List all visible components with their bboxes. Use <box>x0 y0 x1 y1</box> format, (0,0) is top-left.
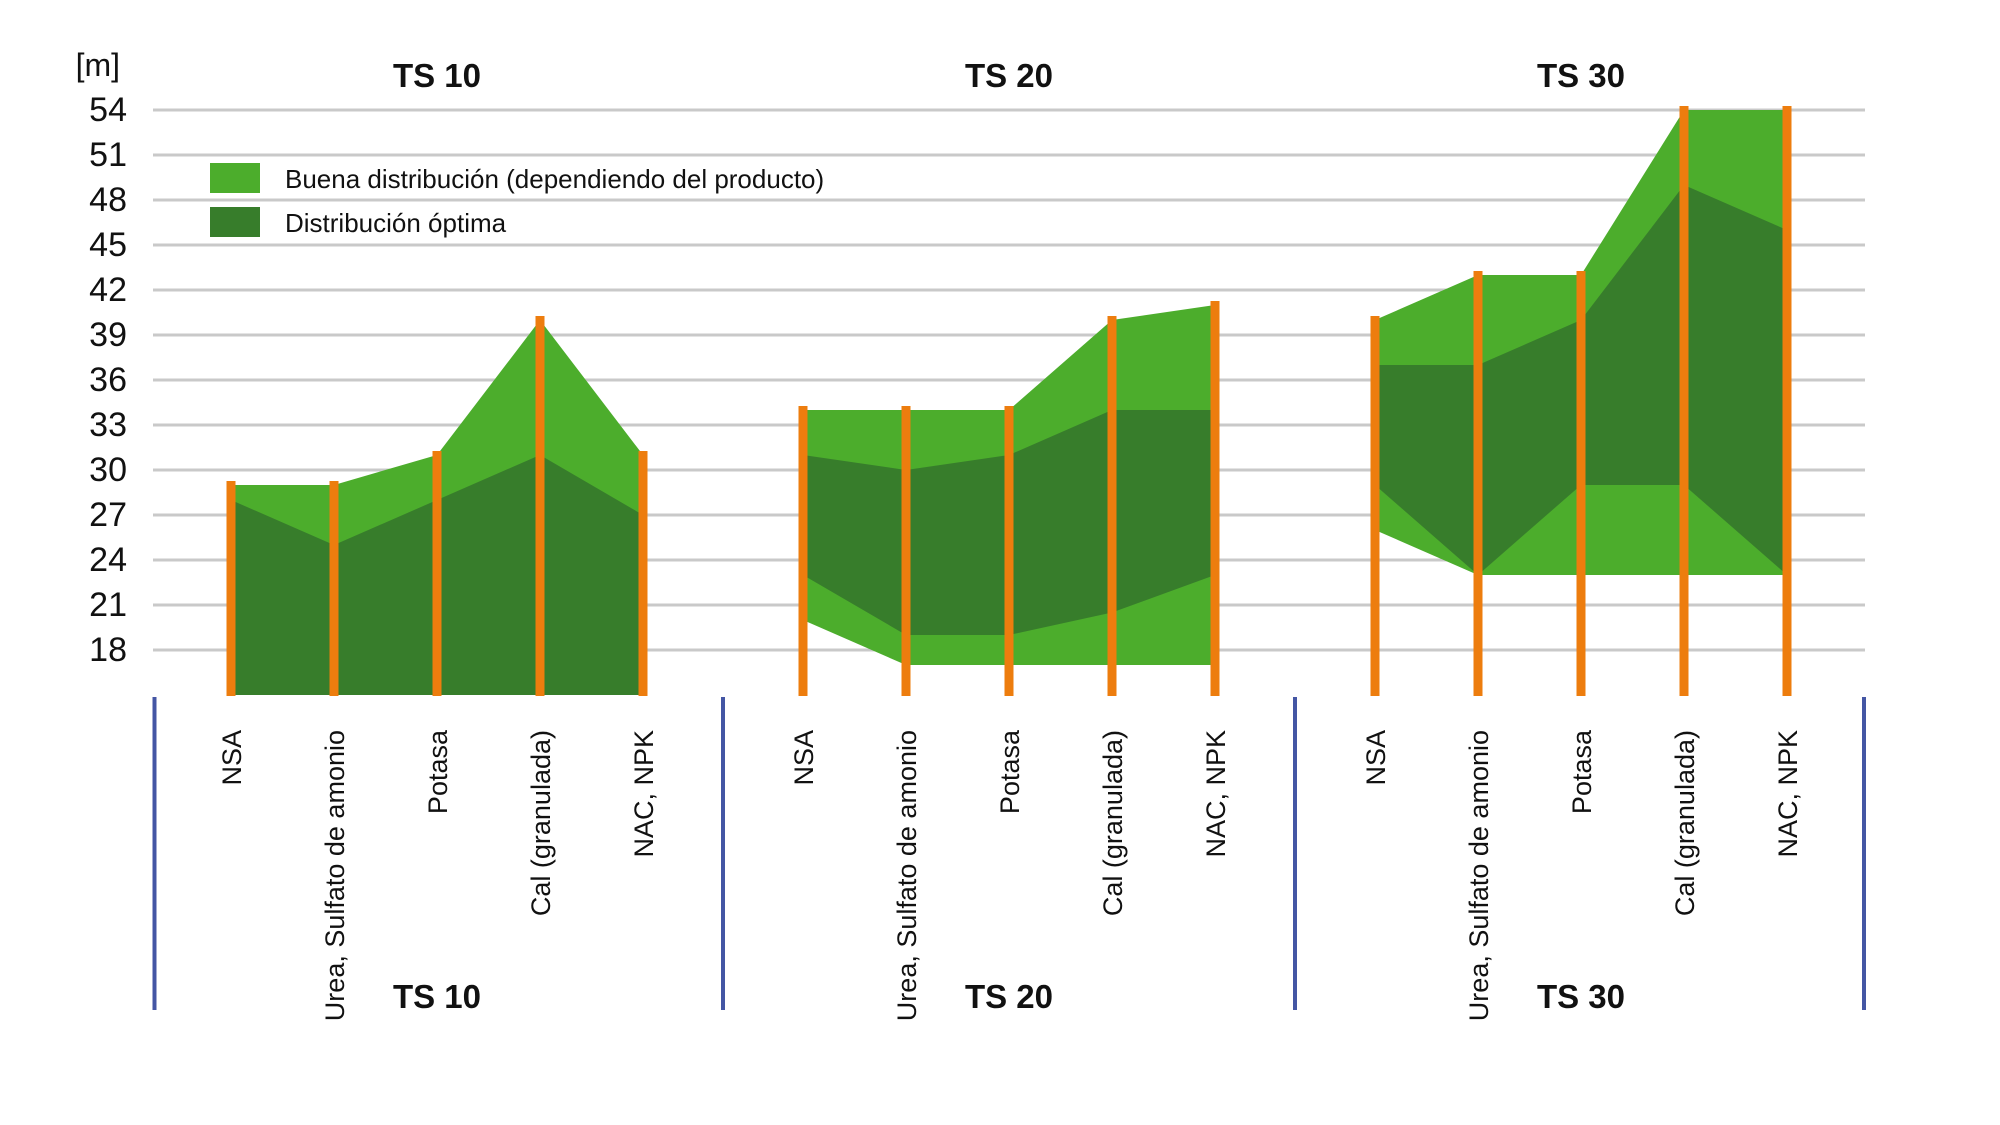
legend-label-buena: Buena distribución (dependiendo del prod… <box>285 164 824 194</box>
y-tick-label: 42 <box>89 271 127 309</box>
category-label: NAC, NPK <box>629 730 659 858</box>
group-title: TS 30 <box>1537 57 1625 94</box>
y-tick-label: 21 <box>89 586 127 624</box>
legend-swatch-optima <box>210 207 260 237</box>
category-label: Potasa <box>423 729 453 814</box>
y-tick-label: 33 <box>89 406 127 444</box>
category-label: Cal (granulada) <box>526 730 556 916</box>
y-tick-label: 24 <box>89 541 127 579</box>
category-label: Urea, Sulfato de amonio <box>892 730 922 1021</box>
group-bottom-label: TS 20 <box>965 978 1053 1015</box>
category-label: NSA <box>789 730 819 786</box>
group-bottom-label: TS 30 <box>1537 978 1625 1015</box>
category-label: Cal (granulada) <box>1670 730 1700 916</box>
y-tick-label: 48 <box>89 181 127 219</box>
category-label: NSA <box>1361 730 1391 786</box>
y-tick-label: 39 <box>89 316 127 354</box>
y-tick-label: 36 <box>89 361 127 399</box>
category-label: Cal (granulada) <box>1098 730 1128 916</box>
y-tick-label: 45 <box>89 226 127 264</box>
y-tick-label: 30 <box>89 451 127 489</box>
category-label: NAC, NPK <box>1773 730 1803 858</box>
category-label: Urea, Sulfato de amonio <box>320 730 350 1021</box>
legend-label-optima: Distribución óptima <box>285 208 507 238</box>
y-tick-label: 18 <box>89 631 127 669</box>
group-bottom-label: TS 10 <box>393 978 481 1015</box>
legend-swatch-buena <box>210 163 260 193</box>
category-label: NSA <box>217 730 247 786</box>
group-title: TS 20 <box>965 57 1053 94</box>
group-title: TS 10 <box>393 57 481 94</box>
category-label: Potasa <box>1567 729 1597 814</box>
y-axis-unit-label: [m] <box>76 47 120 83</box>
y-tick-label: 51 <box>89 136 127 174</box>
y-tick-label: 54 <box>89 91 127 129</box>
y-tick-label: 27 <box>89 496 127 534</box>
category-label: NAC, NPK <box>1201 730 1231 858</box>
category-label: Potasa <box>995 729 1025 814</box>
category-label: Urea, Sulfato de amonio <box>1464 730 1494 1021</box>
